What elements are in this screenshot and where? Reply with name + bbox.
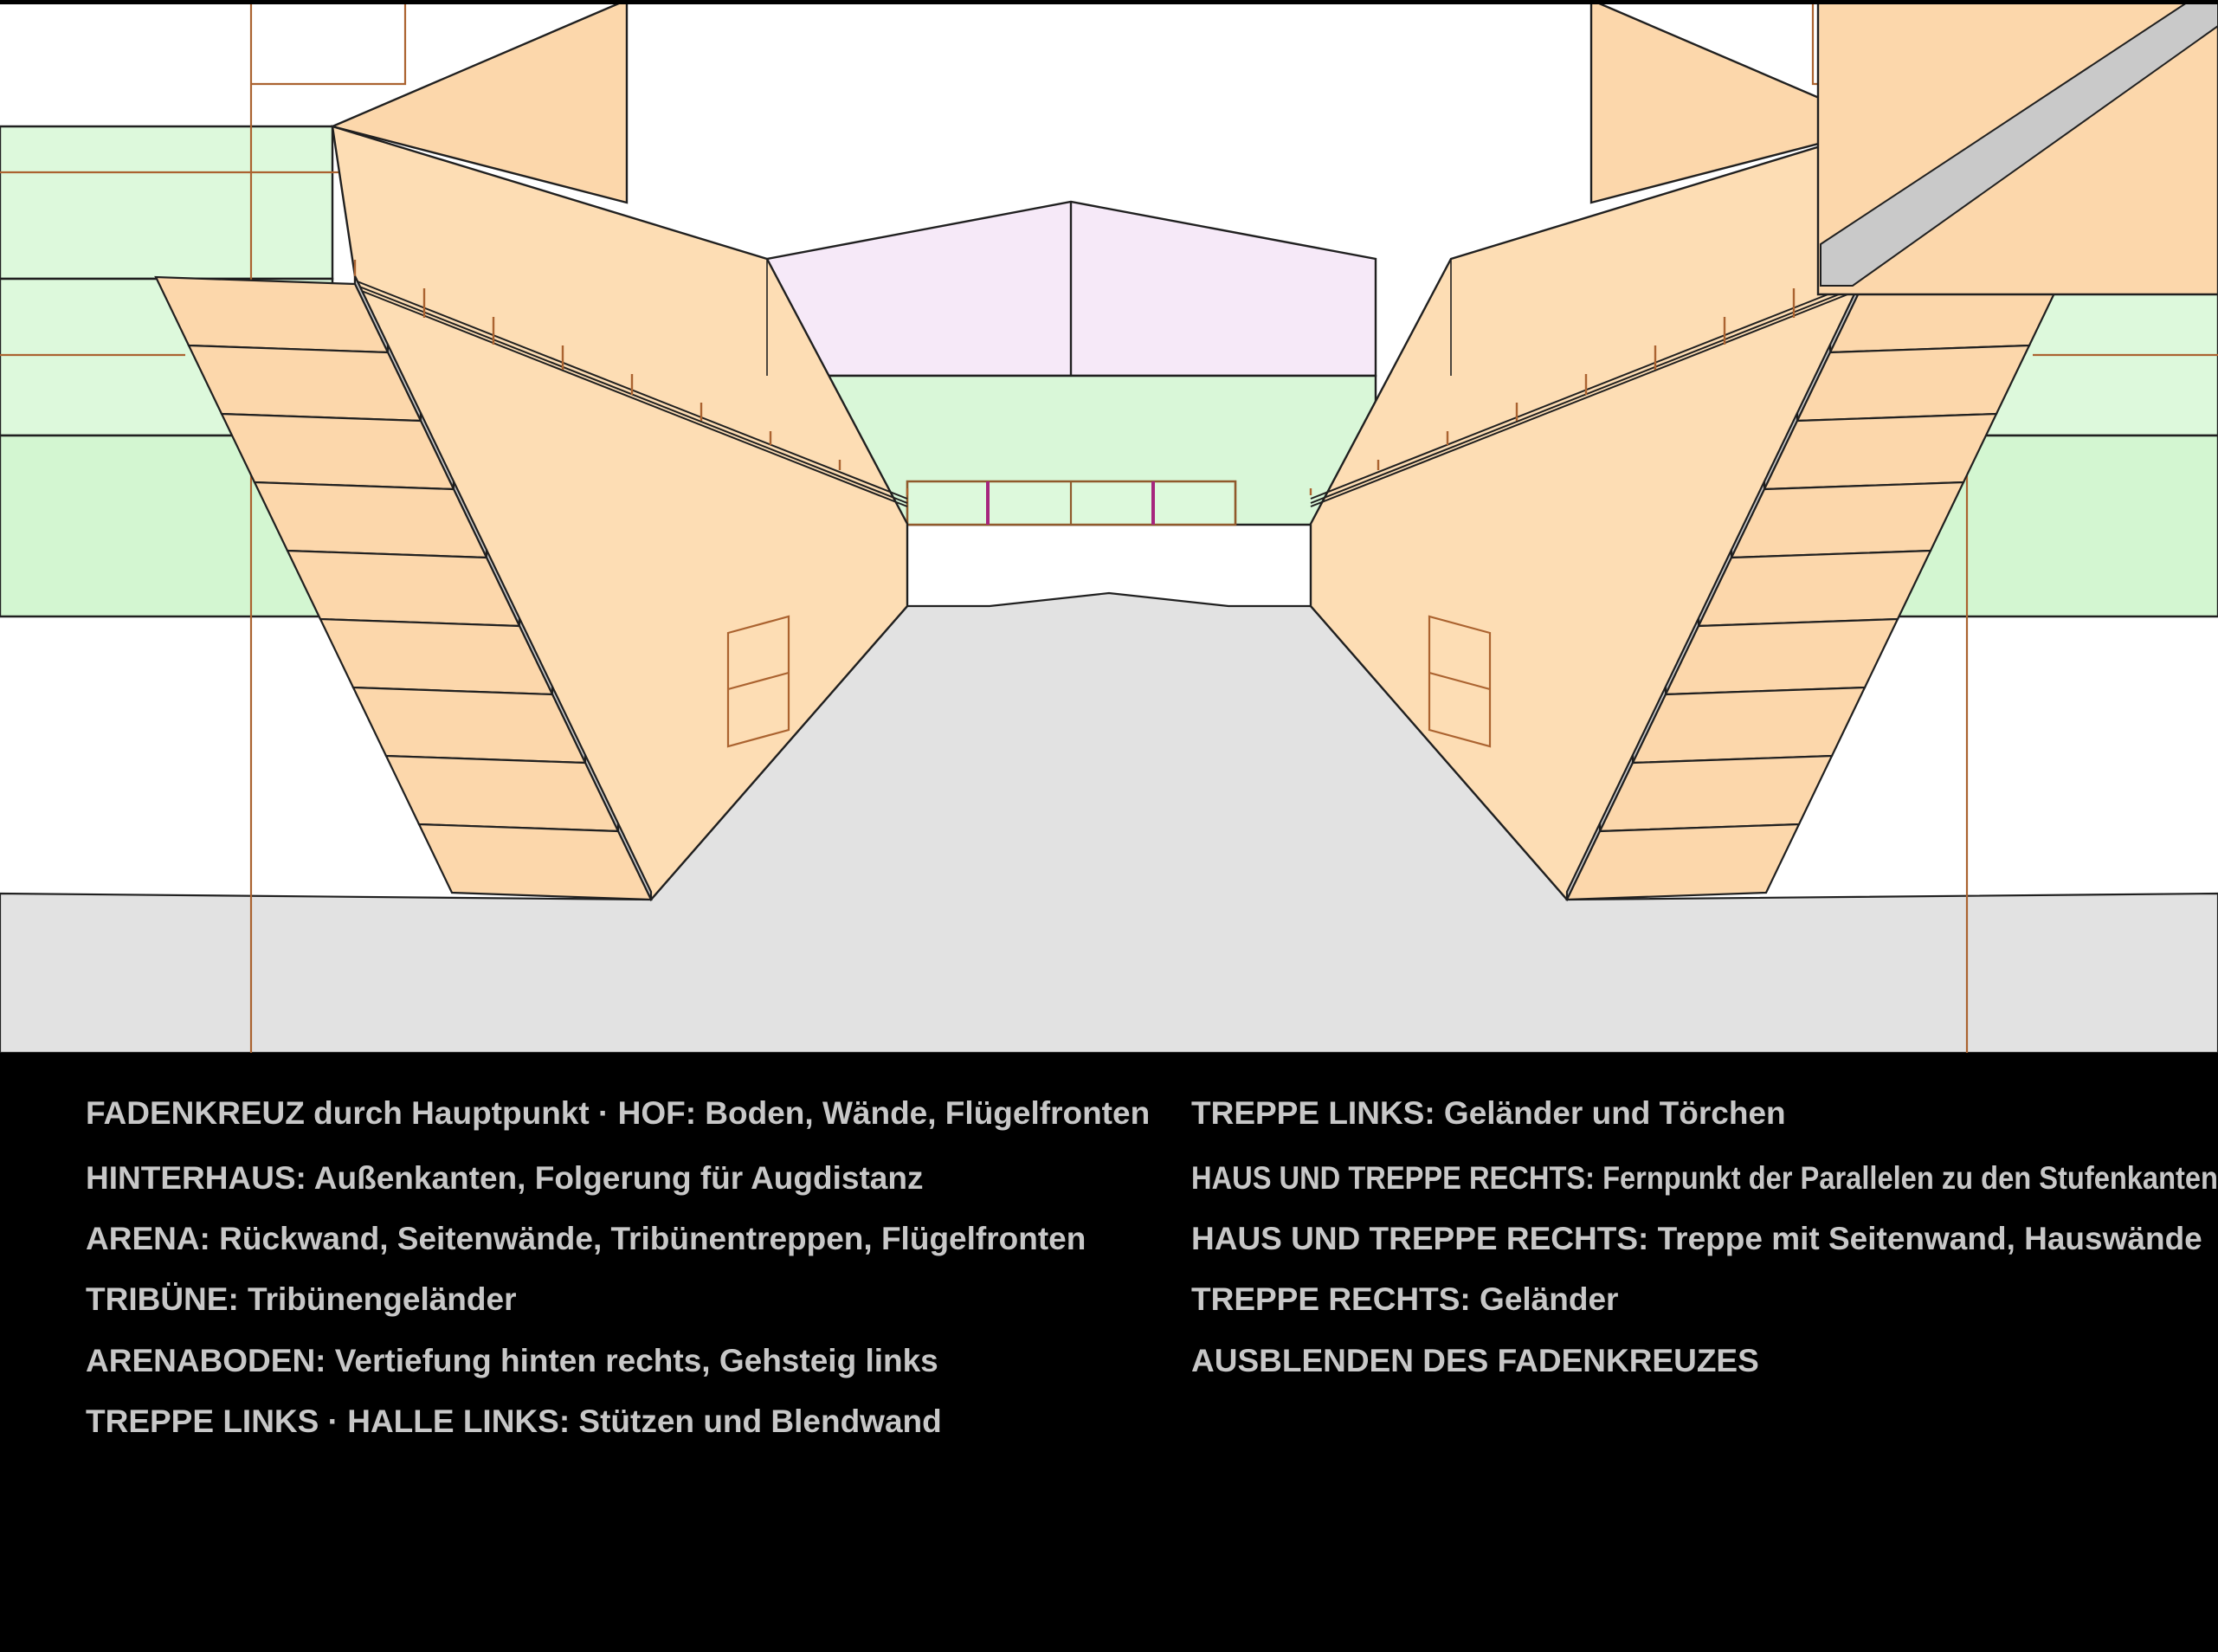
svg-text:TREPPE LINKS: Geländer und Tör: TREPPE LINKS: Geländer und Törchen (1191, 1095, 1786, 1131)
svg-text:AUSBLENDEN DES FADENKREUZES: AUSBLENDEN DES FADENKREUZES (1191, 1343, 1759, 1378)
svg-text:FADENKREUZ durch Hauptpunkt ·: FADENKREUZ durch Hauptpunkt · HOF: Boden… (86, 1095, 1150, 1131)
svg-text:TREPPE RECHTS: Geländer: TREPPE RECHTS: Geländer (1191, 1281, 1618, 1317)
svg-text:HAUS UND TREPPE RECHTS: Fernpu: HAUS UND TREPPE RECHTS: Fernpunkt der Pa… (1191, 1160, 2218, 1196)
svg-text:HAUS UND TREPPE RECHTS: Treppe: HAUS UND TREPPE RECHTS: Treppe mit Seite… (1191, 1221, 2202, 1256)
svg-text:HINTERHAUS: Außenkanten, Folge: HINTERHAUS: Außenkanten, Folgerung für A… (86, 1160, 923, 1196)
svg-text:ARENABODEN: Vertiefung hinten: ARENABODEN: Vertiefung hinten rechts, Ge… (86, 1343, 938, 1378)
svg-text:TREPPE LINKS · HALLE LINKS: St: TREPPE LINKS · HALLE LINKS: Stützen und … (86, 1404, 942, 1439)
svg-text:ARENA: Rückwand, Seitenwände,: ARENA: Rückwand, Seitenwände, Tribünentr… (86, 1221, 1086, 1256)
svg-text:TRIBÜNE: Tribünengeländer: TRIBÜNE: Tribünengeländer (86, 1281, 516, 1317)
